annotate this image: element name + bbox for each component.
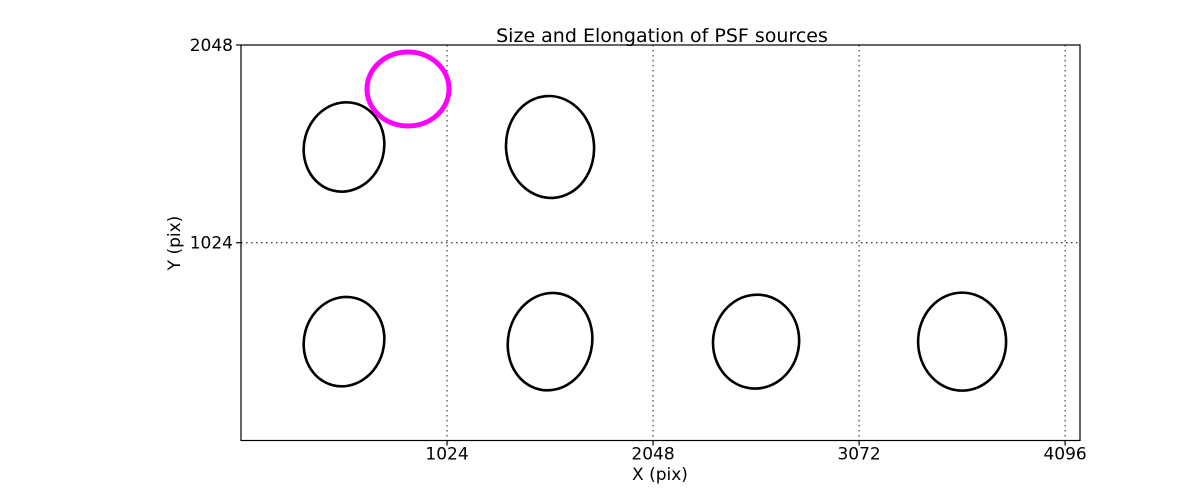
y-tick-label: 1024	[190, 234, 233, 254]
psf-sources-ellipse	[711, 293, 801, 390]
psf-sources-ellipse	[302, 295, 386, 388]
psf-sources-ellipse	[302, 100, 386, 193]
chart-title: Size and Elongation of PSF sources	[496, 25, 828, 47]
axis-ticks-group	[236, 44, 1066, 446]
gridlines-group	[241, 44, 1080, 441]
x-tick-label: 1024	[425, 445, 468, 465]
highlighted-source-ellipse	[364, 49, 452, 129]
y-tick-label: 2048	[190, 36, 233, 56]
y-axis-label: Y (pix)	[165, 216, 185, 272]
tick-labels-group: 1024 2048 3072 4096 1024 2048	[190, 36, 1087, 465]
x-tick-label: 4096	[1043, 445, 1086, 465]
plot-border	[240, 44, 1081, 442]
psf-sources-ellipse	[504, 94, 596, 200]
psf-sources-ellipse	[506, 291, 594, 392]
x-tick-label: 2048	[631, 445, 674, 465]
ellipse-glyphs-group	[302, 49, 1008, 392]
x-axis-label: X (pix)	[632, 465, 688, 485]
x-tick-label: 3072	[837, 445, 880, 465]
psf-sources-ellipse	[916, 291, 1008, 392]
